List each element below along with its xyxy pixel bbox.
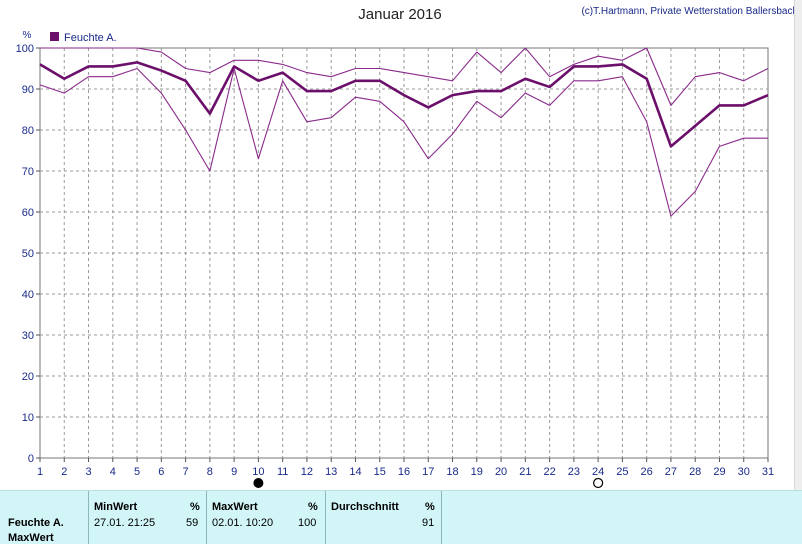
y-tick-label: 70 (22, 166, 34, 178)
x-tick-label: 23 (568, 466, 580, 478)
y-tick-label: 60 (22, 207, 34, 219)
stats-panel: Feuchte A. MaxWert MinWert % 27.01. 21:2… (0, 490, 802, 544)
x-tick-label: 21 (519, 466, 531, 478)
x-tick-label: 1 (37, 466, 43, 478)
row-label: Feuchte A. (8, 517, 64, 529)
x-tick-label: 17 (422, 466, 434, 478)
x-tick-label: 12 (301, 466, 313, 478)
x-tick-label: 3 (85, 466, 91, 478)
row-label-2: MaxWert (8, 532, 54, 544)
x-tick-label: 30 (738, 466, 750, 478)
y-tick-label: 40 (22, 289, 34, 301)
x-tick-label: 16 (398, 466, 410, 478)
legend-swatch (50, 32, 59, 41)
x-tick-label: 15 (374, 466, 386, 478)
x-tick-label: 9 (231, 466, 237, 478)
chart-title: Januar 2016 (358, 6, 442, 23)
x-tick-label: 8 (207, 466, 213, 478)
x-tick-label: 25 (616, 466, 628, 478)
y-tick-label: 20 (22, 371, 34, 383)
divider (206, 491, 207, 544)
y-tick-label: 30 (22, 330, 34, 342)
max-unit: % (308, 501, 318, 513)
avg-header: Durchschnitt (331, 501, 399, 513)
new-moon-icon (253, 478, 264, 488)
divider (441, 491, 442, 544)
y-tick-label: 0 (28, 453, 34, 465)
x-tick-label: 14 (349, 466, 361, 478)
x-tick-label: 7 (183, 466, 189, 478)
avg-value: 91 (422, 517, 435, 529)
x-tick-label: 6 (158, 466, 164, 478)
series-line-max (40, 47, 769, 106)
series-line-mean (39, 61, 769, 148)
x-tick-label: 13 (325, 466, 337, 478)
x-tick-label: 27 (665, 466, 677, 478)
max-date: 02.01. 10:20 (212, 517, 274, 529)
min-unit: % (190, 501, 200, 513)
x-tick-label: 11 (277, 466, 288, 478)
divider (88, 491, 89, 544)
x-tick-label: 5 (134, 466, 140, 478)
divider (325, 491, 326, 544)
x-tick-label: 10 (252, 466, 264, 478)
y-tick-label: 100 (16, 43, 34, 55)
x-tick-label: 29 (713, 466, 725, 478)
scrollbar[interactable] (794, 0, 802, 490)
min-date: 27.01. 21:25 (94, 517, 156, 529)
x-tick-label: 20 (495, 466, 507, 478)
x-tick-label: 24 (592, 466, 604, 478)
y-tick-label: 10 (22, 412, 34, 424)
y-tick-label: 80 (22, 125, 34, 137)
x-tick-label: 2 (61, 466, 67, 478)
min-header: MinWert (94, 501, 138, 513)
series-line-min (39, 67, 768, 217)
y-tick-label: 90 (22, 84, 34, 96)
x-tick-label: 26 (641, 466, 653, 478)
x-tick-label: 22 (543, 466, 555, 478)
min-value: 59 (186, 517, 199, 529)
y-tick-label: 50 (22, 248, 34, 260)
full-moon-icon (593, 477, 604, 489)
x-tick-label: 31 (762, 466, 774, 478)
max-value: 100 (298, 517, 317, 529)
y-axis-label: % (23, 30, 32, 41)
x-tick-label: 28 (689, 466, 701, 478)
credit-text: (c)T.Hartmann, Private Wetterstation Bal… (581, 6, 798, 17)
avg-unit: % (425, 501, 435, 513)
max-header: MaxWert (212, 501, 258, 513)
x-tick-label: 19 (471, 466, 483, 478)
x-tick-label: 18 (446, 466, 458, 478)
legend-label: Feuchte A. (64, 32, 117, 44)
x-tick-label: 4 (110, 466, 116, 478)
